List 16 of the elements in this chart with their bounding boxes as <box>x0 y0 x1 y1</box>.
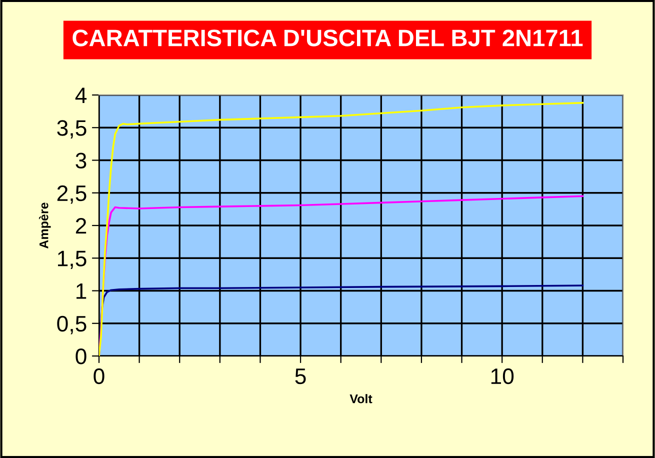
y-tick-label: 0 <box>76 348 86 364</box>
y-tick-label: 0,5 <box>57 316 86 334</box>
y-tick-label: 4 <box>75 88 87 104</box>
y-axis-title: Ampère <box>38 202 51 248</box>
x-tick-label: 0 <box>94 368 104 384</box>
chart-title: CARATTERISTICA D'USCITA DEL BJT 2N1711 <box>72 30 583 46</box>
y-tick-label: 2,5 <box>57 185 86 204</box>
x-axis-title: Volt <box>350 394 372 404</box>
y-tick-label: 1 <box>76 284 86 299</box>
y-tick-label: 1,5 <box>58 250 86 270</box>
y-tick-label: 3,5 <box>57 120 86 139</box>
line-series <box>99 102 584 356</box>
y-tick-label: 3 <box>76 152 86 169</box>
x-tick-label: 10 <box>491 368 514 384</box>
y-tick-label: 2 <box>76 218 86 234</box>
x-tick-label: 5 <box>295 368 306 384</box>
